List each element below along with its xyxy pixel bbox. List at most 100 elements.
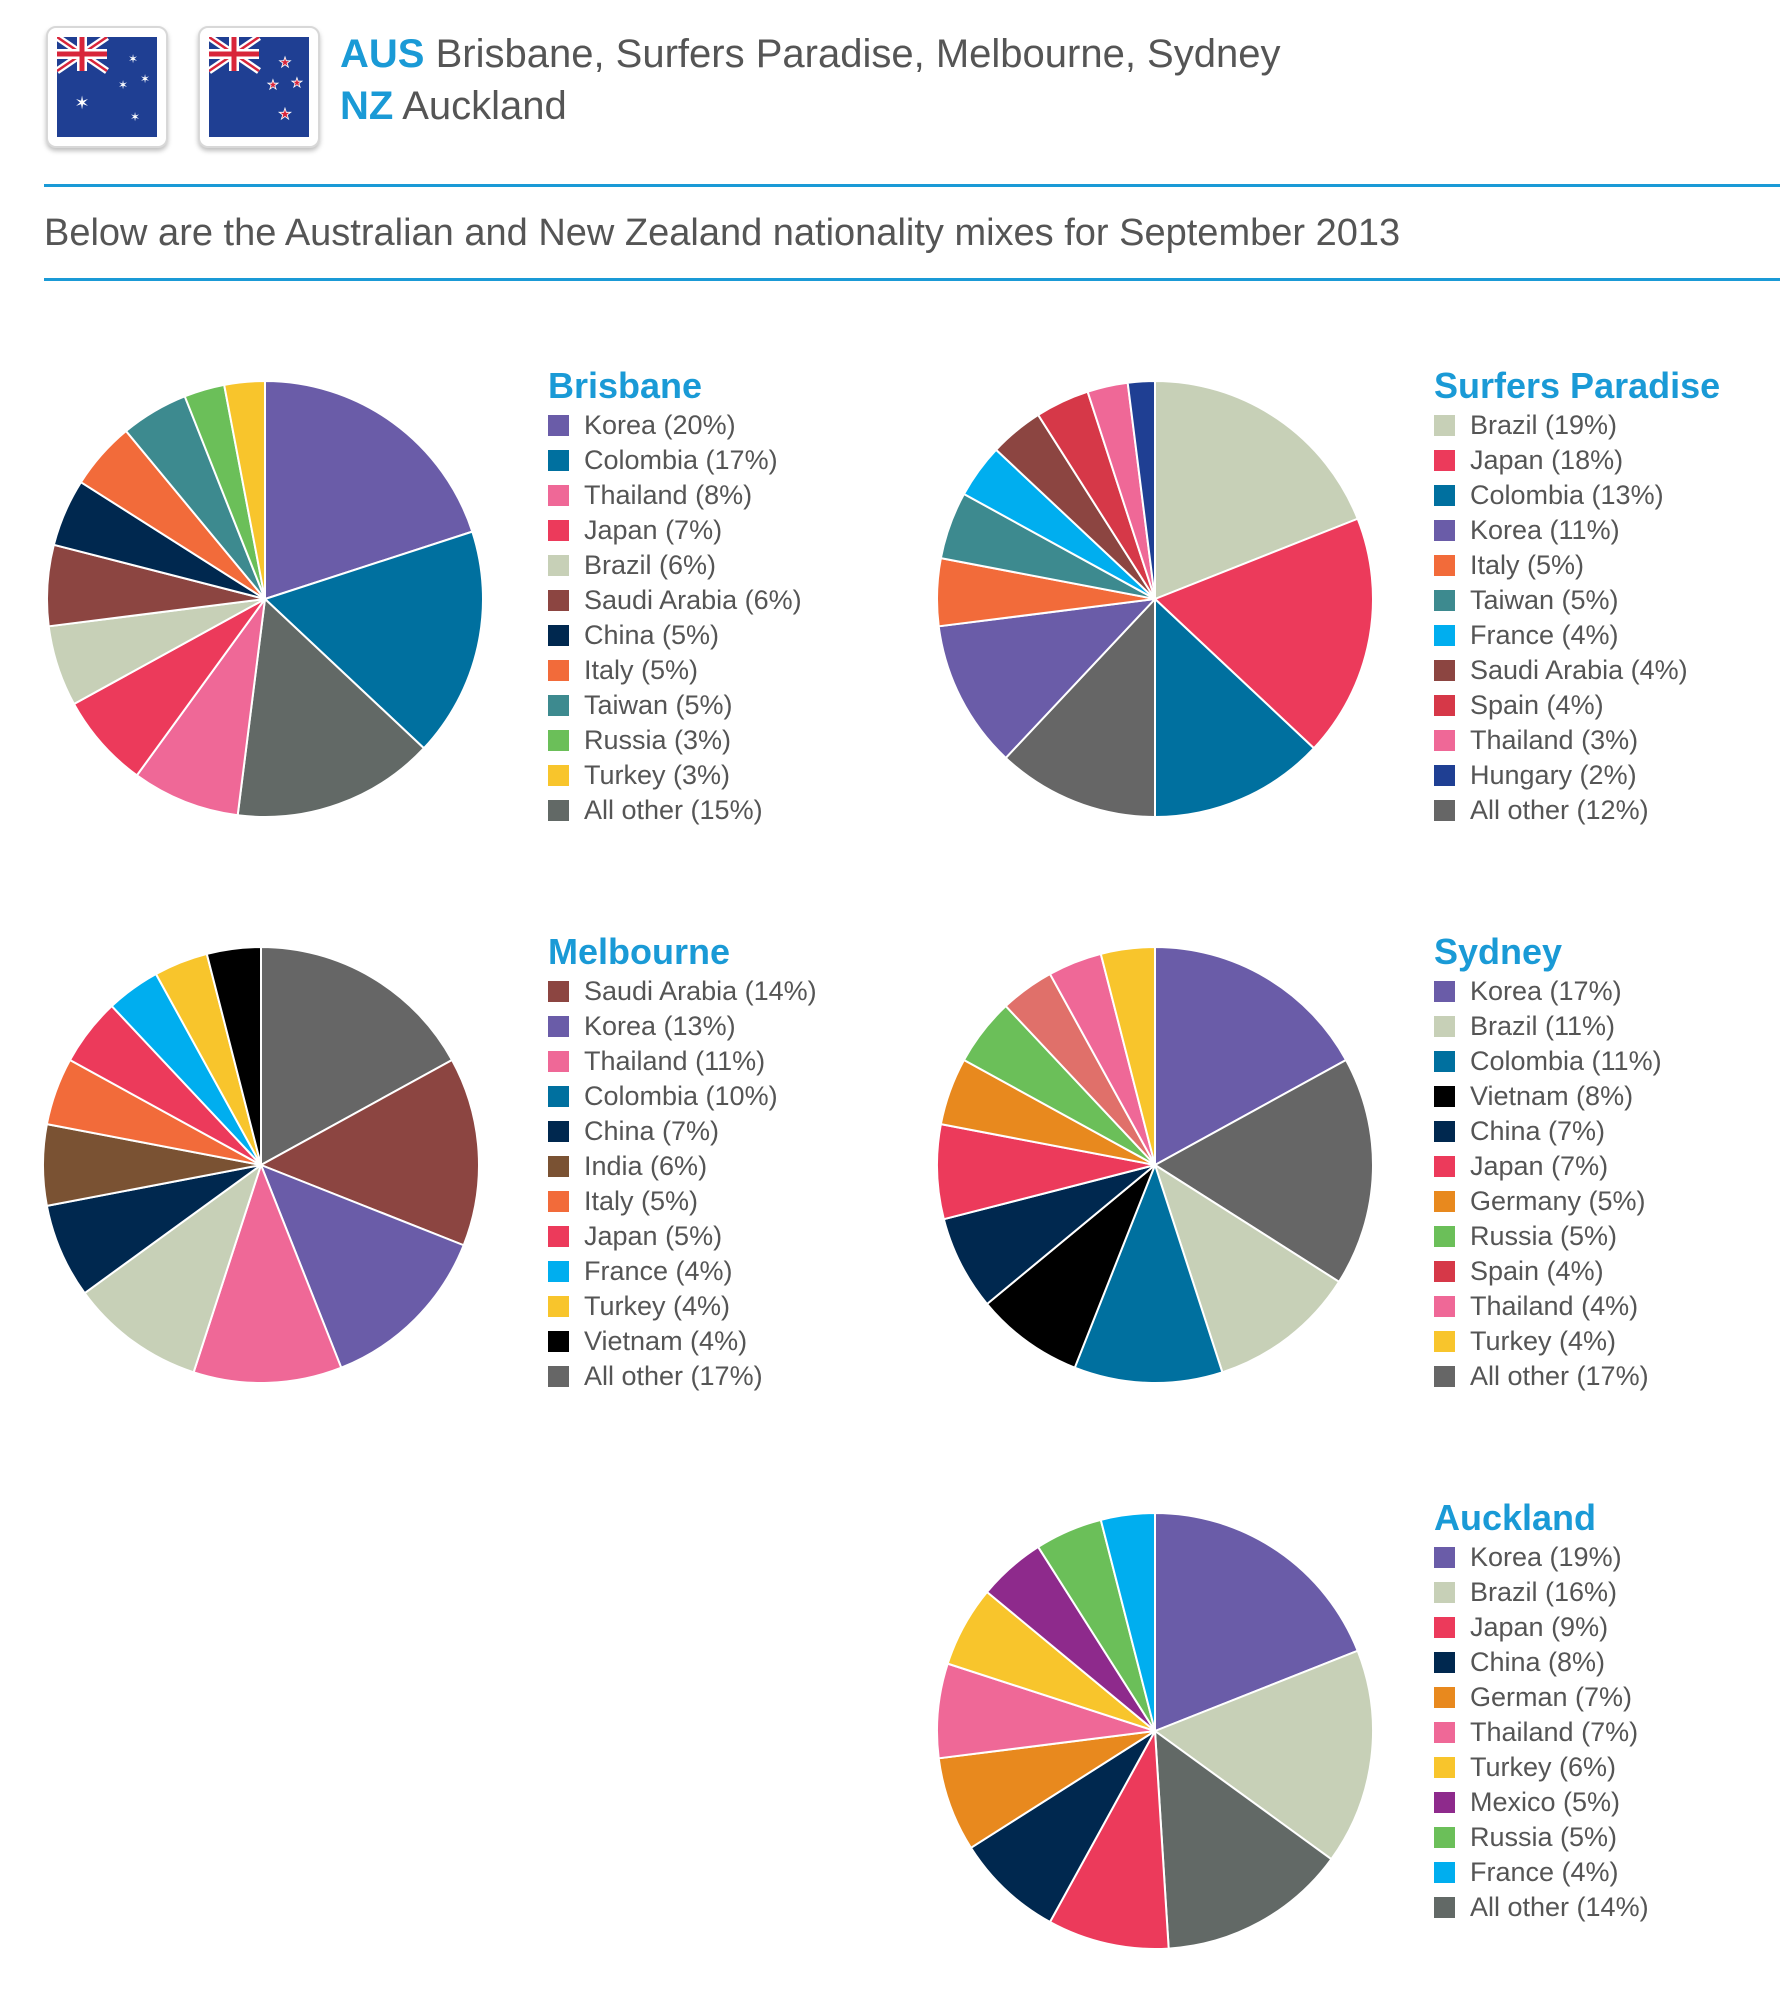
sydney-legend-item-china: China (7%) xyxy=(1434,1114,1662,1149)
legend-swatch xyxy=(1434,1261,1455,1282)
legend-label: German (7%) xyxy=(1470,1682,1633,1712)
legend-label: Saudi Arabia (6%) xyxy=(584,585,802,615)
legend-label: Thailand (7%) xyxy=(1470,1717,1639,1747)
auckland-legend-item-korea: Korea (19%) xyxy=(1434,1540,1649,1575)
melbourne-legend-item-korea: Korea (13%) xyxy=(548,1009,817,1044)
auckland-legend-item-turkey: Turkey (6%) xyxy=(1434,1750,1649,1785)
legend-swatch xyxy=(1434,555,1455,576)
legend-label: Thailand (11%) xyxy=(584,1046,766,1076)
auckland-legend-item-japan: Japan (9%) xyxy=(1434,1610,1649,1645)
legend-label: China (7%) xyxy=(1470,1116,1606,1146)
melbourne-legend-item-italy: Italy (5%) xyxy=(548,1184,817,1219)
svg-text:★: ★ xyxy=(291,76,303,91)
legend-label: All other (17%) xyxy=(1470,1361,1649,1391)
legend-swatch xyxy=(1434,1897,1455,1918)
sydney-slice-brazil xyxy=(1154,1164,1341,1374)
legend-swatch xyxy=(1434,1296,1455,1317)
brisbane-slice-thailand xyxy=(135,598,266,817)
melbourne-pie-chart xyxy=(42,946,480,1384)
legend-label: Brazil (19%) xyxy=(1470,410,1618,440)
legend-label: Korea (11%) xyxy=(1470,515,1620,545)
legend-label: Hungary (2%) xyxy=(1470,760,1637,790)
legend-label: Japan (7%) xyxy=(584,515,723,545)
auckland-slice-china xyxy=(969,1730,1156,1924)
legend-label: Turkey (6%) xyxy=(1470,1752,1617,1782)
legend-swatch xyxy=(1434,1086,1455,1107)
nz-line: NZ Auckland xyxy=(340,80,1280,132)
legend-swatch xyxy=(1434,1191,1455,1212)
page-subtitle: Below are the Australian and New Zealand… xyxy=(44,212,1401,254)
legend-label: All other (17%) xyxy=(584,1361,763,1391)
melbourne-slice-colombia xyxy=(83,1164,262,1374)
legend-label: Brazil (11%) xyxy=(1470,1011,1616,1041)
brisbane-legend-item-china: China (5%) xyxy=(548,618,802,653)
surfers-paradise-legend-title: Surfers Paradise xyxy=(1434,365,1721,406)
legend-label: Japan (7%) xyxy=(1470,1151,1609,1181)
legend-swatch xyxy=(1434,1617,1455,1638)
sydney-legend-item-korea: Korea (17%) xyxy=(1434,974,1662,1009)
sydney-legend-item-colombia: Colombia (11%) xyxy=(1434,1044,1662,1079)
sydney-legend-item-vietnam: Vietnam (8%) xyxy=(1434,1079,1662,1114)
legend-swatch xyxy=(1434,485,1455,506)
auckland-legend-item-china: China (8%) xyxy=(1434,1645,1649,1680)
legend-label: Brazil (16%) xyxy=(1470,1577,1618,1607)
legend-swatch xyxy=(1434,1652,1455,1673)
legend-swatch xyxy=(548,520,569,541)
legend-label: Japan (5%) xyxy=(584,1221,723,1251)
melbourne-slice-saudi-arabia xyxy=(260,1058,480,1247)
legend-label: France (4%) xyxy=(584,1256,733,1286)
surfers-paradise-slice-all-other xyxy=(1004,598,1156,818)
legend-label: Italy (5%) xyxy=(584,655,699,685)
melbourne-legend-item-colombia: Colombia (10%) xyxy=(548,1079,817,1114)
surfers-paradise-legend-item-taiwan: Taiwan (5%) xyxy=(1434,583,1720,618)
surfers-paradise-slice-hungary xyxy=(1126,380,1156,600)
legend-label: Korea (13%) xyxy=(584,1011,736,1041)
legend-swatch xyxy=(548,730,569,751)
melbourne-slice-vietnam xyxy=(205,946,262,1166)
auckland-legend-title: Auckland xyxy=(1434,1497,1597,1538)
legend-swatch xyxy=(548,1121,569,1142)
legend-swatch xyxy=(548,695,569,716)
brisbane-legend-item-korea: Korea (20%) xyxy=(548,408,802,443)
brisbane-legend-item-russia: Russia (3%) xyxy=(548,723,802,758)
legend-label: Spain (4%) xyxy=(1470,1256,1604,1286)
legend-label: Italy (5%) xyxy=(1470,550,1585,580)
legend-swatch xyxy=(548,981,569,1002)
svg-text:★: ★ xyxy=(279,55,292,71)
legend-label: Japan (9%) xyxy=(1470,1612,1609,1642)
legend-swatch xyxy=(1434,1331,1455,1352)
legend-swatch xyxy=(1434,625,1455,646)
legend-label: Thailand (3%) xyxy=(1470,725,1639,755)
brisbane-legend-item-taiwan: Taiwan (5%) xyxy=(548,688,802,723)
legend-swatch xyxy=(548,415,569,436)
legend-label: Turkey (3%) xyxy=(584,760,731,790)
legend-label: Colombia (10%) xyxy=(584,1081,778,1111)
legend-label: Italy (5%) xyxy=(584,1186,699,1216)
legend-label: Colombia (11%) xyxy=(1470,1046,1662,1076)
svg-text:✶: ✶ xyxy=(118,78,128,92)
surfers-paradise-legend: Surfers Paradise Brazil (19%) Japan (18%)… xyxy=(1434,366,1720,828)
legend-label: Vietnam (8%) xyxy=(1470,1081,1634,1111)
aus-cities: Brisbane, Surfers Paradise, Melbourne, S… xyxy=(435,32,1281,76)
brisbane-legend-item-brazil: Brazil (6%) xyxy=(548,548,802,583)
brisbane-legend-item-all-other: All other (15%) xyxy=(548,793,802,828)
legend-swatch xyxy=(548,1366,569,1387)
melbourne-slice-all-other xyxy=(260,946,454,1166)
legend-swatch xyxy=(548,625,569,646)
legend-label: Japan (18%) xyxy=(1470,445,1624,475)
melbourne-slice-thailand xyxy=(192,1164,343,1384)
legend-label: Brazil (6%) xyxy=(584,550,717,580)
legend-swatch xyxy=(548,1226,569,1247)
brisbane-pie-chart xyxy=(46,380,484,818)
surfers-paradise-slice-colombia xyxy=(1154,598,1315,818)
sydney-slice-vietnam xyxy=(986,1164,1156,1369)
melbourne-legend-item-vietnam: Vietnam (4%) xyxy=(548,1324,817,1359)
brisbane-legend-item-colombia: Colombia (17%) xyxy=(548,443,802,478)
legend-label: Korea (20%) xyxy=(584,410,736,440)
auckland-legend-item-brazil: Brazil (16%) xyxy=(1434,1575,1649,1610)
legend-label: Saudi Arabia (4%) xyxy=(1470,655,1688,685)
legend-label: Spain (4%) xyxy=(1470,690,1604,720)
legend-label: Saudi Arabia (14%) xyxy=(584,976,817,1006)
legend-swatch xyxy=(1434,590,1455,611)
auckland-slice-japan xyxy=(1048,1730,1170,1950)
